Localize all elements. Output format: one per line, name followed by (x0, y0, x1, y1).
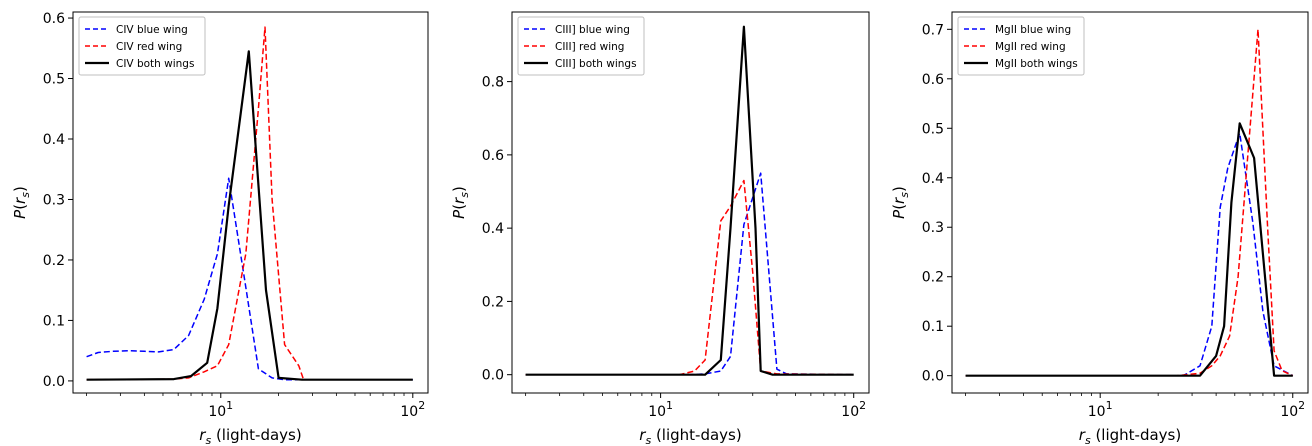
series-line-1 (86, 177, 413, 381)
series-line-3 (965, 122, 1293, 377)
legend-label-2: CIII] red wing (555, 41, 624, 53)
series-line-2 (86, 26, 413, 381)
chart-panel-2: 0.0 0.2 0.4 0.6 0.8 101 102 rs (light-days) P(rs… (450, 11, 870, 446)
x-tick-label: 102 (1280, 399, 1305, 420)
y-tick-label: 0.4 (922, 171, 944, 187)
y-axis-label: P(rs) (11, 186, 32, 219)
y-tick-label: 0.4 (482, 221, 504, 237)
y-tick-label: 0.3 (43, 192, 65, 208)
legend: MgII blue wing MgII red wing MgII both win… (957, 16, 1085, 76)
legend-box (517, 16, 645, 76)
legend-label-3: CIV both wings (116, 58, 194, 70)
series-line-3 (86, 50, 413, 381)
y-axis-label: P(rs) (890, 186, 911, 219)
legend-label-3: CIII] both wings (555, 58, 637, 70)
x-tick-label: 102 (841, 399, 866, 420)
y-tick-label: 0.1 (43, 313, 65, 329)
x-tick-label: 101 (648, 399, 673, 420)
x-tick-label: 102 (400, 399, 425, 420)
y-tick-label: 0.2 (43, 253, 65, 269)
series-line-2 (965, 28, 1294, 377)
plot-frame (72, 11, 429, 394)
x-axis-label: rs (light-days) (1079, 426, 1181, 446)
x-tick-label: 101 (1088, 399, 1113, 420)
legend-label-1: CIII] blue wing (555, 24, 630, 36)
y-axis-label: P(rs) (450, 186, 471, 219)
y-tick-label: 0.5 (922, 121, 944, 137)
y-tick-label: 0.8 (482, 75, 504, 91)
legend-label-2: CIV red wing (116, 41, 182, 53)
series-line-2 (525, 179, 854, 376)
y-tick-label: 0.5 (43, 72, 65, 88)
chart-panel-1: 0.0 0.1 0.2 0.3 0.4 0.5 0.6 101 102 rs (light-day… (11, 11, 429, 446)
legend-label-3: MgII both wings (995, 58, 1078, 70)
x-axis-label: rs (light-days) (639, 426, 741, 446)
plot-frame (951, 11, 1309, 394)
y-tick-label: 0.6 (43, 11, 65, 27)
legend-label-1: MgII blue wing (995, 24, 1071, 36)
y-tick-label: 0.0 (922, 369, 944, 385)
y-tick-label: 0.6 (922, 72, 944, 88)
legend: CIII] blue wing CIII] red wing CIII] both … (517, 16, 645, 76)
legend: CIV blue wing CIV red wing CIV both wings (78, 16, 206, 76)
x-axis-label: rs (light-days) (199, 426, 301, 446)
legend-label-2: MgII red wing (995, 41, 1066, 53)
series-line-3 (525, 25, 854, 376)
y-tick-label: 0.0 (43, 374, 65, 390)
legend-box (78, 16, 206, 76)
chart-panel-3: 0.0 0.1 0.2 0.3 0.4 0.5 0.6 0.7 101 102 rs (light-… (890, 11, 1309, 446)
legend-box (957, 16, 1085, 76)
series-line-1 (965, 132, 1294, 377)
x-tick-label: 101 (208, 399, 233, 420)
y-tick-label: 0.3 (922, 220, 944, 236)
legend-label-1: CIV blue wing (116, 24, 188, 36)
y-tick-label: 0.2 (482, 294, 504, 310)
plot-frame (511, 11, 870, 394)
y-tick-label: 0.4 (43, 132, 65, 148)
y-tick-label: 0.0 (482, 368, 504, 384)
y-tick-label: 0.6 (482, 148, 504, 164)
y-tick-label: 0.7 (922, 22, 944, 38)
y-tick-label: 0.2 (922, 270, 944, 286)
y-tick-label: 0.1 (922, 319, 944, 335)
series-line-1 (525, 172, 854, 376)
